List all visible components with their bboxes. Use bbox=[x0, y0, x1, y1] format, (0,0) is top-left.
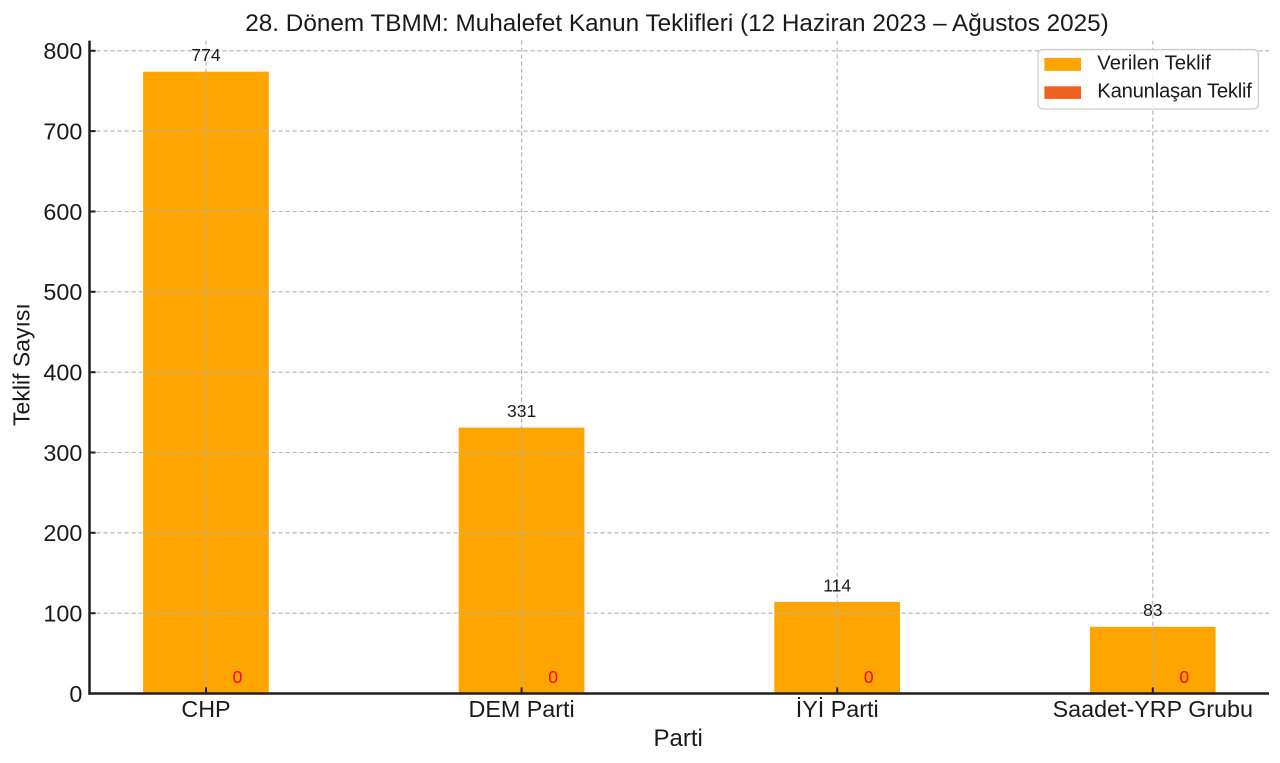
svg-text:Teklif Sayısı: Teklif Sayısı bbox=[8, 303, 34, 426]
svg-text:DEM Parti: DEM Parti bbox=[469, 696, 575, 722]
svg-text:100: 100 bbox=[43, 601, 82, 627]
svg-text:500: 500 bbox=[43, 279, 82, 305]
svg-text:CHP: CHP bbox=[181, 696, 230, 722]
svg-text:0: 0 bbox=[233, 667, 243, 687]
svg-text:400: 400 bbox=[43, 360, 82, 386]
svg-text:600: 600 bbox=[43, 199, 82, 225]
svg-text:28. Dönem TBMM: Muhalefet Kanu: 28. Dönem TBMM: Muhalefet Kanun Teklifle… bbox=[245, 10, 1108, 37]
svg-text:700: 700 bbox=[43, 119, 82, 145]
svg-text:Verilen Teklif: Verilen Teklif bbox=[1097, 52, 1211, 74]
svg-text:İYİ Parti: İYİ Parti bbox=[796, 696, 879, 722]
svg-text:774: 774 bbox=[191, 45, 220, 65]
svg-text:300: 300 bbox=[43, 440, 82, 466]
svg-text:114: 114 bbox=[823, 575, 851, 595]
svg-text:331: 331 bbox=[507, 401, 536, 421]
svg-text:0: 0 bbox=[1179, 667, 1189, 687]
svg-text:Saadet-YRP Grubu: Saadet-YRP Grubu bbox=[1053, 696, 1253, 722]
svg-text:0: 0 bbox=[548, 667, 558, 687]
svg-text:0: 0 bbox=[69, 681, 82, 707]
svg-text:200: 200 bbox=[43, 520, 82, 546]
svg-text:800: 800 bbox=[43, 38, 82, 64]
svg-text:Parti: Parti bbox=[654, 725, 703, 752]
svg-text:0: 0 bbox=[864, 667, 874, 687]
svg-text:83: 83 bbox=[1143, 600, 1162, 620]
svg-text:Kanunlaşan Teklif: Kanunlaşan Teklif bbox=[1097, 81, 1252, 103]
